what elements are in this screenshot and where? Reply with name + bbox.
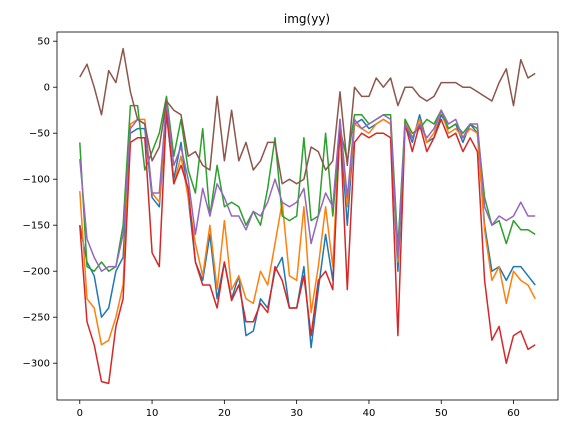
chart-title: img(yy) xyxy=(284,12,330,26)
y-tick-label: −200 xyxy=(23,267,50,278)
y-axis: −300 −250 −200 −150 −100 −50 0 50 xyxy=(23,37,57,370)
y-tick-label: −300 xyxy=(23,359,50,370)
y-tick-label: −50 xyxy=(29,129,50,140)
y-tick-label: 50 xyxy=(37,37,50,48)
y-tick-label: −150 xyxy=(23,221,50,232)
x-tick-label: 50 xyxy=(435,408,448,419)
series-layer xyxy=(80,49,535,384)
y-tick-label: −250 xyxy=(23,313,50,324)
x-tick-label: 0 xyxy=(77,408,83,419)
y-tick-label: −100 xyxy=(23,175,50,186)
y-tick-label: 0 xyxy=(44,83,50,94)
x-tick-label: 30 xyxy=(290,408,303,419)
x-tick-label: 10 xyxy=(146,408,159,419)
x-tick-label: 60 xyxy=(507,408,520,419)
x-tick-label: 40 xyxy=(363,408,376,419)
x-tick-label: 20 xyxy=(218,408,231,419)
x-axis: 0 10 20 30 40 50 60 xyxy=(77,400,520,419)
